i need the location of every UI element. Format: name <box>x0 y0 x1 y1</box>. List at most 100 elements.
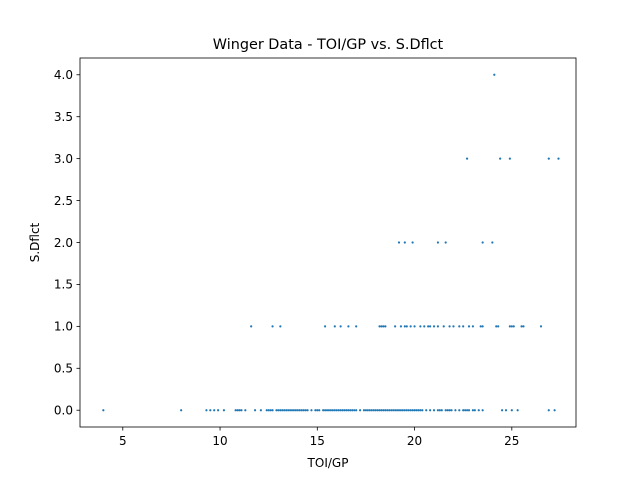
data-point <box>250 325 253 328</box>
y-tick-label: 1.5 <box>54 278 73 292</box>
data-point <box>539 325 543 328</box>
data-point <box>411 409 414 412</box>
data-point <box>500 409 504 412</box>
data-point <box>444 409 447 412</box>
data-point <box>337 409 340 412</box>
data-point <box>325 409 329 412</box>
x-tick-label: 15 <box>310 434 325 448</box>
y-tick-label: 2.0 <box>54 236 73 250</box>
data-point <box>205 409 208 412</box>
data-point <box>234 409 237 412</box>
data-point <box>405 325 408 328</box>
data-point <box>508 157 511 160</box>
data-point <box>341 409 344 412</box>
data-point <box>547 409 550 412</box>
data-point <box>366 409 369 412</box>
data-point <box>458 325 461 328</box>
data-point <box>444 241 447 244</box>
data-point <box>522 325 525 328</box>
x-tick-label: 20 <box>407 434 422 448</box>
data-point <box>275 409 278 412</box>
data-point <box>491 241 494 244</box>
data-point <box>382 325 385 328</box>
data-point <box>499 157 502 160</box>
data-point <box>298 409 301 412</box>
data-point <box>516 409 519 412</box>
data-point <box>423 325 426 328</box>
data-point <box>316 409 319 412</box>
data-point <box>236 409 239 412</box>
data-point <box>421 409 424 412</box>
data-point <box>417 409 420 412</box>
data-point <box>438 409 441 412</box>
data-point <box>238 409 241 412</box>
data-point <box>495 325 498 328</box>
data-point <box>512 325 515 328</box>
data-point <box>331 409 334 412</box>
data-point <box>510 325 513 328</box>
data-point <box>372 409 375 412</box>
data-point <box>335 409 338 412</box>
data-point <box>403 409 406 412</box>
data-point <box>259 409 262 412</box>
data-point <box>419 325 422 328</box>
data-point <box>333 409 336 412</box>
data-point <box>403 325 406 328</box>
chart-title: Winger Data - TOI/GP vs. S.Dflct <box>213 37 444 53</box>
data-point <box>370 409 373 412</box>
data-point <box>302 409 305 412</box>
data-point <box>510 409 513 412</box>
data-point <box>477 409 480 412</box>
data-point <box>281 409 284 412</box>
data-point <box>432 409 436 412</box>
data-point <box>409 409 412 412</box>
data-point <box>314 409 317 412</box>
data-point <box>479 325 482 328</box>
data-point <box>355 325 358 328</box>
data-point <box>386 409 389 412</box>
data-point <box>493 73 496 76</box>
data-point <box>285 409 288 412</box>
data-point <box>222 409 226 412</box>
x-axis: 5 10 15 20 25 <box>119 427 519 448</box>
data-point <box>557 157 560 160</box>
data-point <box>481 409 484 412</box>
data-point <box>390 409 393 412</box>
data-point <box>304 409 307 412</box>
data-point <box>553 409 556 412</box>
data-point <box>450 409 453 412</box>
data-point <box>403 241 406 244</box>
data-point <box>405 409 408 412</box>
data-point <box>465 157 469 160</box>
data-point <box>333 325 336 328</box>
x-tick-label: 5 <box>119 434 127 448</box>
plot-frame <box>79 57 577 428</box>
y-tick-label: 0.0 <box>54 404 73 418</box>
data-point <box>394 409 397 412</box>
data-point <box>425 409 428 412</box>
data-point <box>481 241 484 244</box>
data-point <box>318 409 321 412</box>
data-point <box>362 409 366 412</box>
data-point <box>481 325 484 328</box>
data-point <box>446 409 449 412</box>
data-point <box>397 409 401 412</box>
data-point <box>244 409 247 412</box>
data-point <box>380 325 383 328</box>
data-point <box>452 325 455 328</box>
data-point <box>294 409 298 412</box>
data-point <box>339 325 342 328</box>
data-point <box>458 409 461 412</box>
data-point <box>399 325 403 328</box>
data-point <box>465 409 469 412</box>
data-point <box>349 409 352 412</box>
x-tick-label: 10 <box>212 434 227 448</box>
data-point <box>265 409 268 412</box>
data-point <box>213 409 216 412</box>
data-point <box>351 409 354 412</box>
data-point <box>462 409 465 412</box>
data-point <box>504 409 508 412</box>
data-point <box>288 409 292 412</box>
data-point <box>283 409 286 412</box>
